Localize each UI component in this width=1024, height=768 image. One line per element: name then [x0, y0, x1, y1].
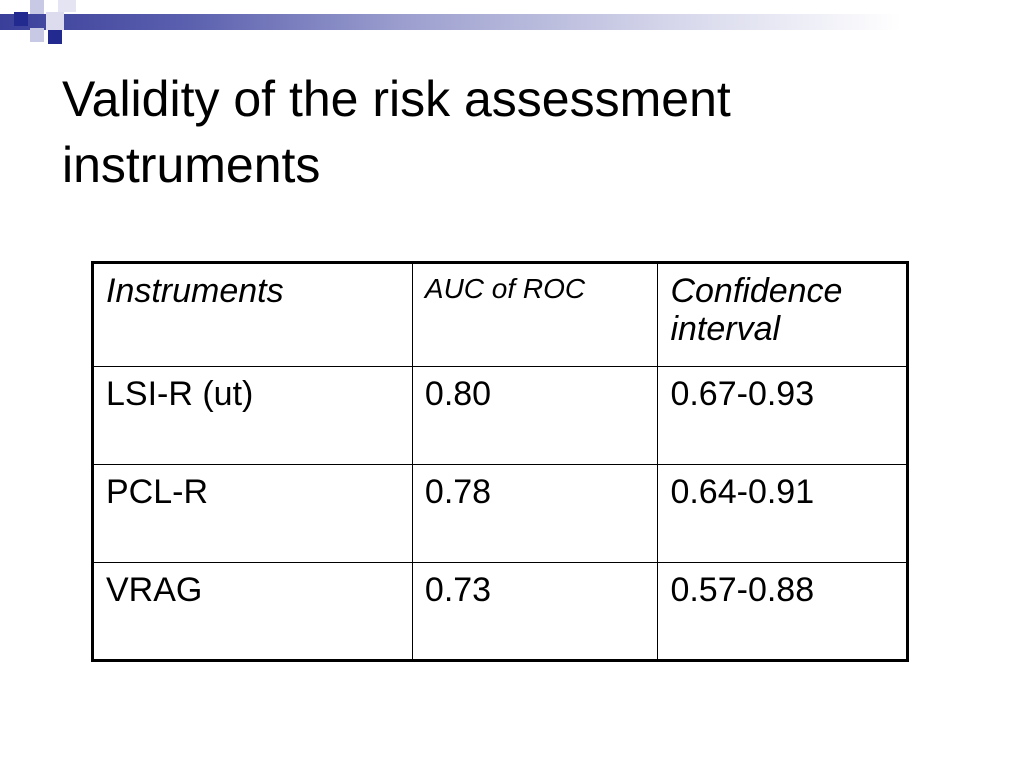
table-row: VRAG 0.73 0.57-0.88 — [92, 562, 908, 661]
decorative-square — [46, 12, 64, 30]
auc-cell: 0.80 — [411, 366, 659, 465]
instrument-cell: VRAG — [92, 562, 413, 661]
header-auc-of-roc: AUC of ROC — [411, 262, 659, 367]
table-row: PCL-R 0.78 0.64-0.91 — [92, 464, 908, 563]
header-instruments: Instruments — [92, 262, 413, 367]
header-confidence-interval: Confidence interval — [657, 262, 908, 367]
validity-table: Instruments AUC of ROC Confidence interv… — [91, 261, 909, 662]
instrument-cell: PCL-R — [92, 464, 413, 563]
instrument-cell: LSI-R (ut) — [92, 366, 413, 465]
decorative-square — [58, 0, 76, 12]
title-decoration-bar — [0, 14, 1024, 30]
auc-cell: 0.73 — [411, 562, 659, 661]
table-row: LSI-R (ut) 0.80 0.67-0.93 — [92, 366, 908, 465]
confidence-interval-cell: 0.67-0.93 — [657, 366, 908, 465]
decorative-square — [14, 12, 28, 26]
auc-cell: 0.78 — [411, 464, 659, 563]
table-header-row: Instruments AUC of ROC Confidence interv… — [92, 262, 908, 367]
decorative-square — [30, 0, 44, 14]
confidence-interval-cell: 0.57-0.88 — [657, 562, 908, 661]
confidence-interval-cell: 0.64-0.91 — [657, 464, 908, 563]
decorative-square — [48, 30, 62, 44]
slide-title: Validity of the risk assessment instrume… — [62, 71, 731, 193]
decorative-square — [30, 28, 44, 42]
